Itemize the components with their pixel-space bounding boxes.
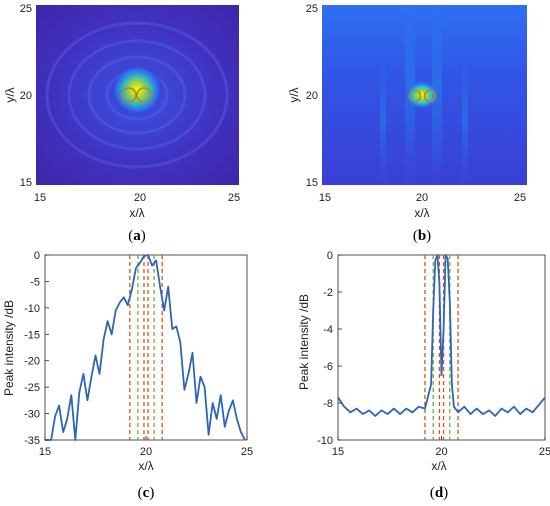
y-tick-label: -2 — [323, 287, 333, 299]
y-tick-label: -20 — [24, 356, 40, 368]
y-axis-label: Peak intensity /dB — [2, 300, 16, 396]
panel-c: 15 20 25 0 -5 -10 -15 -20 -25 -30 -35 x/λ Peak int… — [2, 250, 253, 501]
x-axis-label: x/λ — [414, 206, 429, 220]
y-tick-label: -25 — [24, 382, 40, 394]
intensity-line — [337, 254, 546, 417]
y-axis-label: y/λ — [287, 87, 301, 102]
y-tick-label: -30 — [24, 409, 40, 421]
y-tick-label: 20 — [20, 90, 32, 102]
x-axis-label: x/λ — [129, 206, 144, 220]
panel-d: 15 20 25 0 -2 -4 -6 -8 -10 x/λ Peak intensity /d… — [297, 250, 550, 501]
y-tick-label: 15 — [306, 177, 318, 189]
x-tick-label: 15 — [39, 446, 51, 458]
y-tick-label: 0 — [34, 250, 40, 262]
x-axis-label: x/λ — [138, 459, 153, 473]
y-tick-label: -8 — [323, 398, 333, 410]
intensity-line — [45, 254, 246, 441]
y-tick-label: -10 — [317, 435, 333, 447]
heatmap-a-ripples — [45, 21, 229, 169]
x-tick-label: 20 — [435, 446, 447, 458]
panel-caption: (b) — [413, 228, 431, 244]
y-tick-label: 25 — [306, 3, 318, 15]
panel-caption: (a) — [128, 228, 146, 244]
y-tick-label: -6 — [323, 361, 333, 373]
plot-area — [44, 254, 248, 441]
y-tick-label: -35 — [24, 435, 40, 447]
x-tick-label: 15 — [319, 192, 331, 204]
x-tick-label: 15 — [332, 446, 344, 458]
line-plot-c: 15 20 25 0 -5 -10 -15 -20 -25 -30 -35 — [24, 250, 253, 458]
heatmap-a-peak — [111, 64, 163, 116]
y-tick-label: 25 — [20, 3, 32, 15]
panel-b: 25 20 15 15 20 25 x/λ y/λ (b) — [287, 3, 527, 244]
y-tick-label: 20 — [306, 90, 318, 102]
x-tick-label: 25 — [241, 446, 253, 458]
heatmap-b-source-marker — [423, 89, 437, 103]
x-tick-label: 20 — [140, 446, 152, 458]
x-tick-label: 25 — [514, 192, 526, 204]
y-tick-label: -10 — [24, 303, 40, 315]
y-tick-label: -15 — [24, 329, 40, 341]
y-tick-label: 15 — [20, 177, 32, 189]
panel-a: 25 20 15 15 20 25 x/λ y/λ (a) — [3, 3, 240, 244]
x-tick-label: 15 — [34, 192, 46, 204]
panel-caption: (d) — [430, 485, 448, 501]
heatmap-a-source-marker — [136, 87, 152, 103]
x-tick-label: 25 — [539, 446, 550, 458]
x-tick-label: 25 — [228, 192, 240, 204]
x-axis-label: x/λ — [431, 459, 446, 473]
heatmap-b-peak — [406, 81, 438, 109]
y-tick-label: 0 — [327, 250, 333, 262]
y-tick-label: -4 — [323, 324, 333, 336]
y-tick-label: -5 — [30, 276, 40, 288]
y-axis-label: Peak intensity /dB — [297, 294, 311, 390]
line-plot-d: 15 20 25 0 -2 -4 -6 -8 -10 — [317, 250, 550, 458]
x-tick-label: 20 — [416, 192, 428, 204]
heatmap-a-source-marker — [121, 87, 137, 103]
panel-caption: (c) — [138, 485, 155, 501]
y-axis-label: y/λ — [3, 87, 17, 102]
heatmap-b-source-marker — [408, 89, 422, 103]
x-tick-label: 20 — [134, 192, 146, 204]
